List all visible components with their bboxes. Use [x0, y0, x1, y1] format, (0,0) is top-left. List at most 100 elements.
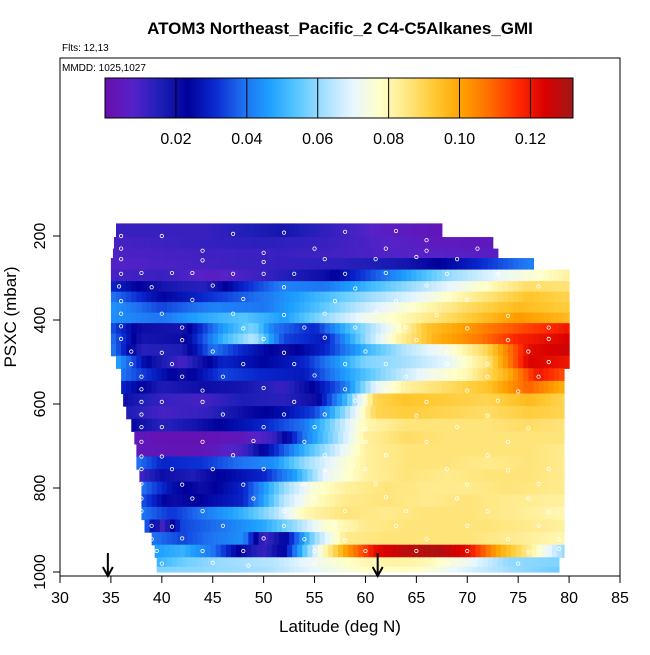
sample-point [322, 256, 327, 262]
heatmap-cell [553, 566, 560, 573]
heatmap-cell [228, 481, 234, 495]
sample-point [118, 246, 124, 251]
heatmap-cell [343, 469, 349, 483]
heatmap-cell [396, 443, 402, 458]
heatmap-cell [154, 237, 161, 250]
heatmap-cell [345, 481, 351, 495]
heatmap-cell [324, 368, 331, 382]
sample-point [261, 424, 266, 430]
heatmap-cell [175, 237, 181, 250]
heatmap-cell [345, 418, 351, 432]
heatmap-cell [502, 323, 509, 335]
heatmap-cell [428, 248, 435, 259]
heatmap-cell [487, 418, 494, 432]
heatmap-cell [327, 237, 334, 250]
heatmap-cell [439, 469, 446, 483]
sample-point [342, 538, 348, 543]
heatmap-cell [166, 344, 173, 357]
heatmap-cell [296, 393, 302, 407]
heatmap-cell [477, 368, 484, 382]
heatmap-cell [245, 248, 251, 259]
heatmap-cell [385, 456, 392, 470]
heatmap-cell [419, 544, 426, 558]
heatmap-cell [159, 519, 166, 533]
sample-point [261, 385, 266, 391]
heatmap-cell [436, 344, 443, 357]
heatmap-cell [233, 258, 239, 271]
heatmap-cell [533, 443, 540, 458]
heatmap-cell [533, 344, 540, 357]
heatmap-cell [151, 456, 158, 470]
heatmap-cell [228, 532, 234, 546]
heatmap-cell [233, 291, 239, 303]
heatmap-cell [258, 223, 265, 238]
heatmap-cell [337, 469, 344, 483]
heatmap-cell [457, 333, 463, 345]
heatmap-cell [419, 237, 426, 250]
colorbar-tick-label: 0.08 [373, 131, 404, 148]
heatmap-cell [401, 566, 407, 573]
heatmap-cell [497, 557, 504, 568]
heatmap-cell [219, 248, 226, 259]
heatmap-cell [238, 532, 244, 546]
heatmap-cell [258, 291, 265, 303]
heatmap-cell [462, 323, 468, 335]
heatmap-cell [390, 557, 397, 568]
heatmap-cell [253, 302, 260, 314]
heatmap-cell [273, 557, 280, 568]
heatmap-cell [387, 248, 394, 259]
heatmap-cell [477, 494, 484, 508]
heatmap-cell [385, 323, 392, 335]
heatmap-cell [231, 237, 237, 250]
heatmap-cell [452, 368, 458, 382]
heatmap-cell [261, 544, 268, 558]
heatmap-cell [441, 355, 448, 369]
heatmap-cell [460, 519, 466, 533]
heatmap-cell [280, 248, 287, 259]
heatmap-cell [258, 281, 265, 293]
heatmap-cell [205, 431, 212, 445]
heatmap-cell [287, 237, 293, 250]
heatmap-cell [207, 406, 214, 420]
heatmap-cell [482, 312, 489, 324]
heatmap-cell [168, 248, 175, 259]
heatmap-cell [431, 323, 438, 335]
heatmap-cell [172, 258, 178, 271]
heatmap-cell [472, 406, 479, 420]
heatmap-cell [370, 333, 377, 345]
heatmap-cell [265, 393, 272, 407]
heatmap-cell [233, 418, 239, 432]
heatmap-cell [161, 443, 168, 458]
heatmap-cell [365, 494, 372, 508]
heatmap-cell [482, 406, 489, 420]
heatmap-cell [214, 393, 221, 407]
heatmap-cell [281, 469, 288, 483]
heatmap-cell [352, 248, 358, 259]
heatmap-cell [151, 281, 158, 293]
heatmap-cell [426, 506, 433, 521]
heatmap-cell [520, 393, 526, 407]
sample-point [139, 496, 144, 501]
heatmap-cell [192, 456, 199, 470]
heatmap-cell [543, 532, 550, 546]
heatmap-cell [141, 355, 148, 369]
heatmap-cell [375, 443, 382, 458]
heatmap-cell [309, 223, 316, 238]
heatmap-cell [431, 291, 438, 303]
heatmap-cell [492, 456, 499, 470]
heatmap-cell [319, 312, 326, 324]
heatmap-cell [353, 469, 359, 483]
heatmap-cell [385, 281, 392, 293]
heatmap-layer [116, 355, 570, 369]
heatmap-cell [253, 532, 260, 546]
heatmap-cell [533, 418, 540, 432]
heatmap-cell [360, 223, 367, 238]
heatmap-cell [161, 566, 168, 573]
sample-point [312, 496, 317, 501]
heatmap-cell [222, 443, 229, 458]
heatmap-cell [431, 380, 438, 395]
heatmap-cell [294, 323, 300, 335]
heatmap-layer [141, 494, 565, 508]
heatmap-cell [426, 291, 433, 303]
